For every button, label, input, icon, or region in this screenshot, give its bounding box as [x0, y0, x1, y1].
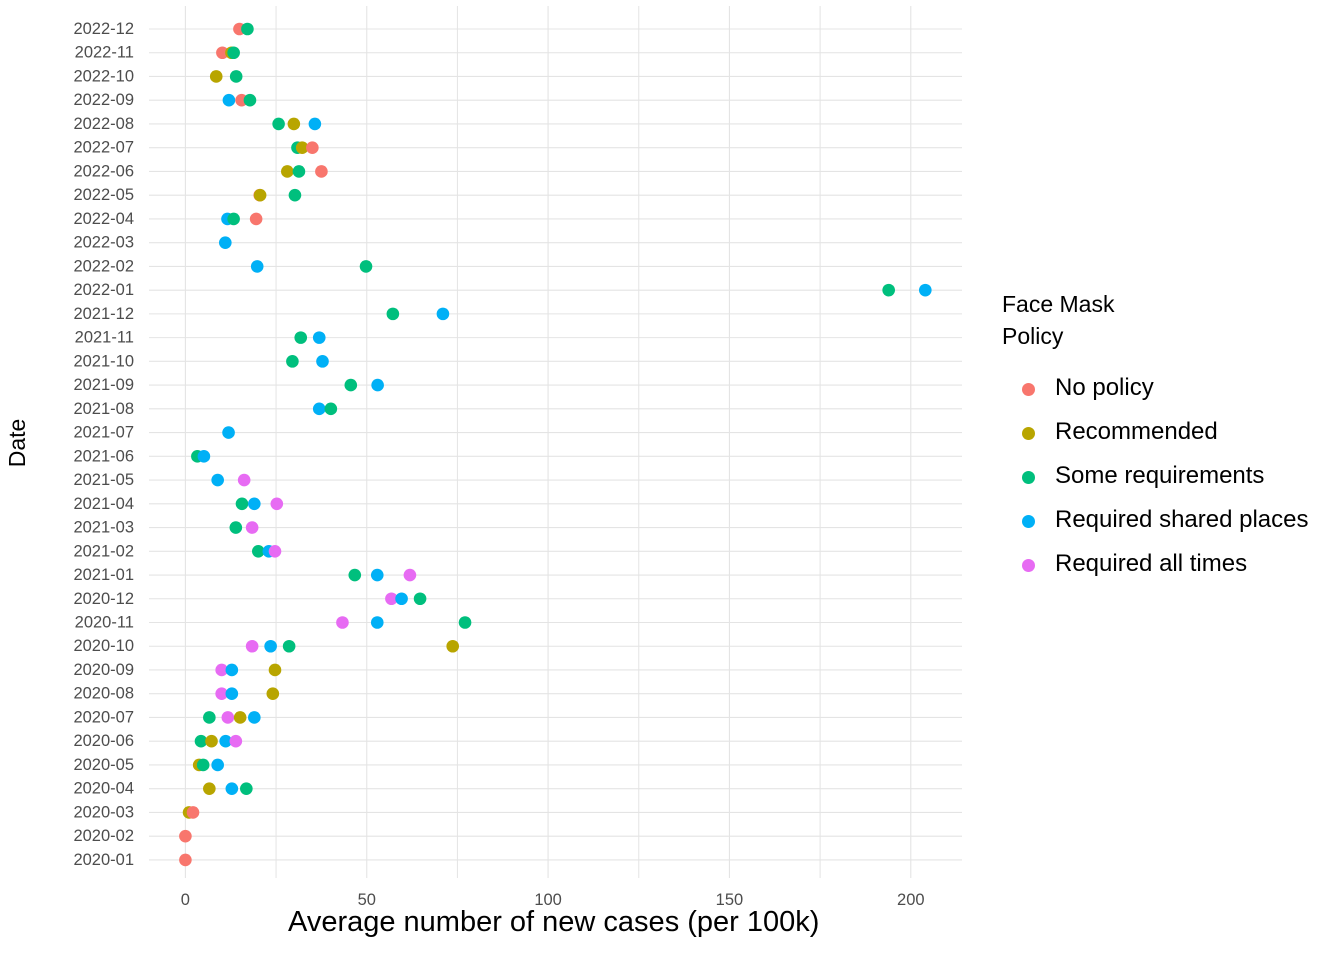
svg-text:2020-05: 2020-05 [73, 756, 134, 774]
svg-text:2020-02: 2020-02 [73, 827, 134, 845]
svg-text:200: 200 [897, 891, 925, 909]
svg-text:2022-04: 2022-04 [73, 210, 134, 228]
svg-text:2020-09: 2020-09 [73, 661, 134, 679]
svg-text:2021-02: 2021-02 [73, 542, 134, 560]
svg-text:2022-03: 2022-03 [73, 234, 134, 252]
svg-text:2021-05: 2021-05 [73, 471, 134, 489]
svg-text:2021-03: 2021-03 [73, 519, 134, 537]
svg-text:2021-10: 2021-10 [73, 352, 134, 370]
svg-text:0: 0 [181, 891, 190, 909]
svg-text:2022-01: 2022-01 [73, 281, 134, 299]
svg-text:2022-06: 2022-06 [73, 162, 134, 180]
svg-text:2020-04: 2020-04 [73, 780, 134, 798]
svg-text:2022-11: 2022-11 [75, 44, 134, 62]
svg-text:2021-08: 2021-08 [73, 400, 134, 418]
svg-text:2020-01: 2020-01 [73, 851, 134, 869]
svg-text:2020-10: 2020-10 [73, 637, 134, 655]
svg-text:2021-12: 2021-12 [73, 305, 134, 323]
svg-text:2022-07: 2022-07 [73, 139, 134, 157]
svg-text:2022-09: 2022-09 [73, 91, 134, 109]
svg-text:2021-09: 2021-09 [73, 376, 134, 394]
svg-text:2022-08: 2022-08 [73, 115, 134, 133]
svg-text:Date: Date [4, 419, 30, 468]
svg-text:2021-07: 2021-07 [73, 424, 134, 442]
svg-text:2022-02: 2022-02 [73, 257, 134, 275]
svg-text:2020-03: 2020-03 [73, 803, 134, 821]
svg-text:2021-06: 2021-06 [73, 447, 134, 465]
svg-text:2020-12: 2020-12 [73, 590, 134, 608]
svg-text:2022-12: 2022-12 [73, 20, 134, 38]
svg-text:2022-10: 2022-10 [73, 67, 134, 85]
svg-text:2021-04: 2021-04 [73, 495, 134, 513]
svg-text:2020-11: 2020-11 [75, 614, 134, 632]
svg-text:2022-05: 2022-05 [73, 186, 134, 204]
svg-text:2020-08: 2020-08 [73, 685, 134, 703]
svg-text:2021-01: 2021-01 [73, 566, 134, 584]
svg-text:2021-11: 2021-11 [75, 329, 134, 347]
svg-text:2020-07: 2020-07 [73, 708, 134, 726]
svg-text:2020-06: 2020-06 [73, 732, 134, 750]
